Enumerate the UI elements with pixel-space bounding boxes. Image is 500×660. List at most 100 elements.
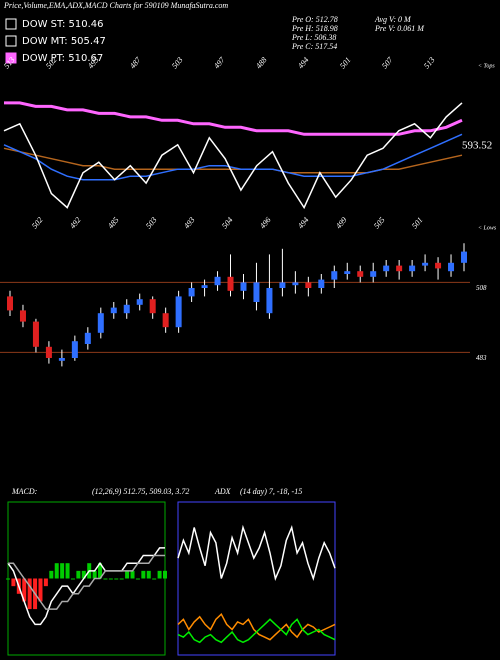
candle-body [58,358,65,361]
legend-label: DOW ST: 510.46 [22,19,104,30]
candle-body [409,265,416,272]
candle-body [136,299,143,305]
macd-bar [11,578,16,587]
bottom-label: 501 [410,215,425,230]
candle-body [71,341,78,358]
top-label: 497 [212,55,227,71]
candle-body [344,271,351,274]
top-label: 507 [380,55,395,71]
candle-body [45,346,52,358]
macd-bar [60,563,65,579]
bottom-label: 492 [68,215,83,230]
macd-bar [157,570,162,579]
candle-body [97,313,104,333]
bottom-label: 502 [30,215,45,230]
candle-body [357,271,364,277]
series-line [177,618,336,644]
candle-body [331,271,338,280]
candle-body [19,310,26,322]
candle-body [383,265,390,272]
top-label: 513 [422,55,437,70]
candle-body [84,332,91,344]
info-text: Avg V: 0 M [374,15,412,24]
info-text: Pre O: 512.78 [291,15,338,24]
macd-bar [163,570,167,579]
candle-body [266,288,273,314]
bottom-label: 496 [258,215,273,230]
panel-title: ADX [214,487,232,496]
top-label: 503 [170,55,185,70]
macd-bar [108,578,113,580]
info-text: Pre H: 518.98 [291,24,338,33]
series-line [3,102,463,210]
series-line [177,524,336,582]
candle-body [253,282,260,302]
lows-label: < Lows [478,225,497,231]
legend-label: DOW MT: 505.47 [22,36,106,47]
panel-title: MACD: [11,487,38,496]
macd-bar [27,578,32,610]
candle-body [149,299,156,314]
candle-body [279,282,286,288]
macd-bar [65,563,70,579]
candle-body [214,276,221,286]
legend-swatch [5,35,17,47]
series-line [177,612,336,641]
bottom-label: 485 [106,215,121,230]
panel-subtitle: (14 day) 7, -18, -15 [240,487,302,496]
bottom-label: 505 [372,215,387,230]
candle-body [318,279,325,288]
macd-bar [43,578,48,587]
reference-label: 508 [476,284,487,292]
panel-subtitle: (12,26,9) 512.75, 509.03, 3.72 [92,487,189,496]
top-label: 488 [254,55,269,70]
candle-body [240,282,247,291]
candle-body [370,271,377,277]
top-label: 494 [296,55,311,70]
macd-bar [114,578,119,580]
macd-bar [119,578,124,580]
series-line [8,554,165,610]
candle-body [305,282,312,288]
macd-bar [152,578,157,580]
macd-bar [54,563,59,579]
legend-swatch [5,52,17,64]
reference-label: 483 [476,354,487,362]
candle-body [448,262,455,272]
macd-bar [130,570,135,579]
candle-body [292,282,299,286]
info-text: Pre L: 506.38 [291,33,336,42]
macd-bar [92,570,97,579]
info-text: Pre C: 517.54 [291,42,337,51]
candle-body [461,251,467,263]
macd-bar [98,563,103,579]
candle-body [396,265,403,272]
info-text: Pre V: 0.061 M [374,24,425,33]
bottom-label: 504 [220,215,235,230]
candle-body [32,321,39,347]
candle-body [227,276,234,291]
macd-bar [6,578,10,580]
macd-bar [76,570,81,579]
candle-body [123,304,130,314]
candle-body [110,307,117,314]
series-line [3,147,463,174]
candle-body [201,285,208,288]
top-label: 501 [338,55,353,70]
legend-swatch [5,18,17,30]
macd-bar [125,570,130,579]
macd-bar [141,570,146,579]
candle-body [175,296,182,328]
last-label: 593.52 [462,140,492,152]
chart-title: Price,Volume,EMA,ADX,MACD Charts for 590… [3,1,228,10]
macd-bar [49,570,54,579]
candle-body [435,262,442,269]
macd-bar [22,578,27,602]
macd-bar [103,578,108,580]
top-label: 487 [128,55,143,71]
tops-label: < Tops [478,63,495,69]
macd-bar [81,570,86,579]
macd-bar [38,578,43,602]
